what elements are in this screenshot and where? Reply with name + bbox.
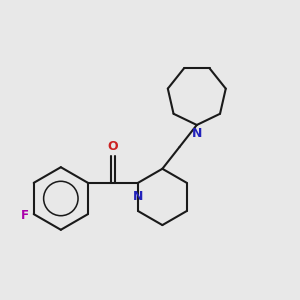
Text: F: F bbox=[21, 209, 29, 222]
Text: N: N bbox=[133, 190, 143, 203]
Text: N: N bbox=[192, 127, 202, 140]
Text: O: O bbox=[108, 140, 118, 152]
